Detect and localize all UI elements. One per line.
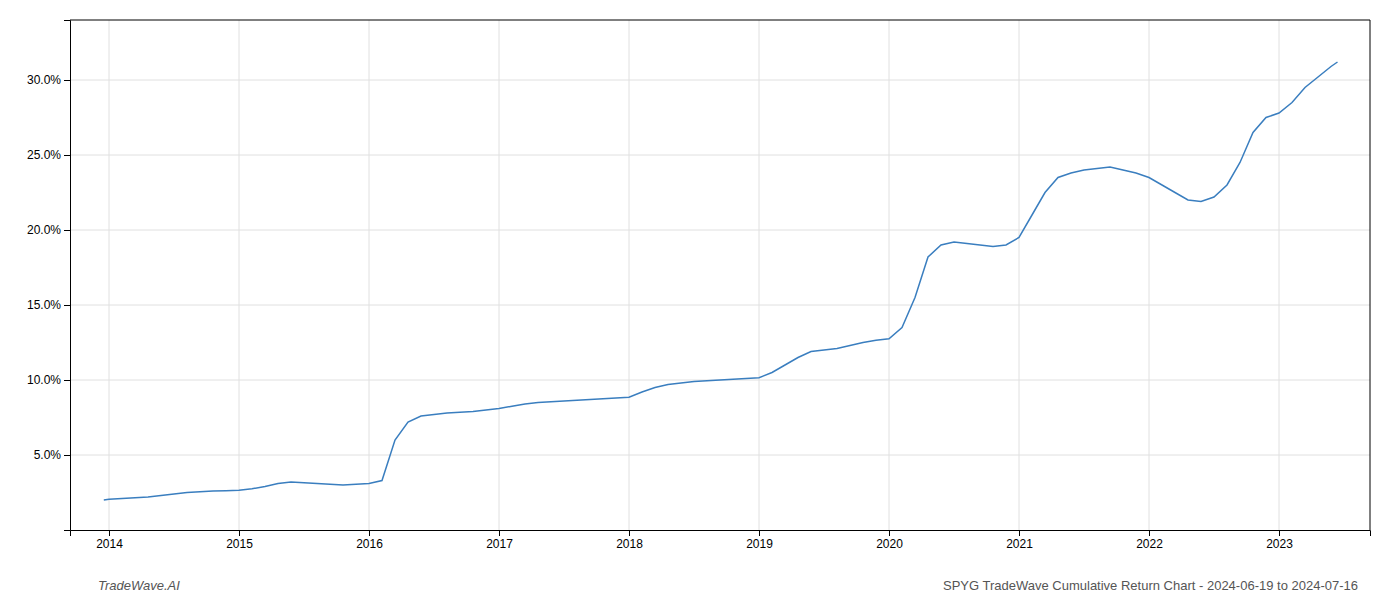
x-tick-label: 2019: [746, 537, 773, 551]
x-tick-mark: [239, 530, 240, 536]
grid-line-x: [369, 20, 370, 530]
x-tick: 2023: [1266, 530, 1293, 551]
watermark: TradeWave.AI: [98, 578, 180, 593]
x-tick: 2018: [616, 530, 643, 551]
frame-right: [1370, 20, 1371, 530]
plot-area: [104, 62, 1338, 500]
x-tick-mark: [1149, 530, 1150, 536]
grid-line-x: [1019, 20, 1020, 530]
x-tick-label: 2017: [486, 537, 513, 551]
y-axis: 5.0% 10.0% 15.0% 20.0% 25.0% 30.0%: [27, 21, 71, 531]
x-tick-label: 2022: [1136, 537, 1163, 551]
grid-line-y: [70, 455, 1370, 456]
y-tick-label: 15.0%: [27, 298, 61, 312]
y-tick-mark: [64, 305, 70, 306]
y-tick: 10.0%: [27, 373, 70, 387]
y-tick-mark: [64, 230, 70, 231]
grid-line-y: [70, 155, 1370, 156]
y-tick-label: 5.0%: [34, 448, 62, 462]
x-tick-label: 2016: [356, 537, 383, 551]
x-tick: 2020: [876, 530, 903, 551]
x-tick-label: 2014: [96, 537, 123, 551]
x-tick: 2021: [1006, 530, 1033, 551]
x-tick-label: 2023: [1266, 537, 1293, 551]
chart-title: SPYG TradeWave Cumulative Return Chart -…: [943, 578, 1358, 593]
grid-line-y: [70, 80, 1370, 81]
x-tick-label: 2021: [1006, 537, 1033, 551]
grid-line-x: [239, 20, 240, 530]
grid-line-x: [1149, 20, 1150, 530]
grid-line-x: [759, 20, 760, 530]
grid-line-x: [499, 20, 500, 530]
grid-line-x: [889, 20, 890, 530]
y-tick: 20.0%: [27, 223, 70, 237]
grid-line-x: [629, 20, 630, 530]
y-tick: 30.0%: [27, 73, 70, 87]
y-tick-label: 20.0%: [27, 223, 61, 237]
chart-container: 2014 2015 2016 2017 2018 2019 2020 2021 2022 2023…: [0, 0, 1400, 600]
x-tick-mark: [1019, 530, 1020, 536]
y-tick-mark: [64, 155, 70, 156]
x-tick-label: 2015: [226, 537, 253, 551]
grid-line-x: [109, 20, 110, 530]
y-axis-line: [64, 21, 71, 531]
grid-line-x: [1279, 20, 1280, 530]
x-tick-mark: [1279, 530, 1280, 536]
y-tick-label: 10.0%: [27, 373, 61, 387]
x-axis-line: [71, 531, 1371, 537]
x-tick-mark: [889, 530, 890, 536]
x-tick: 2016: [356, 530, 383, 551]
grid: [70, 20, 1370, 530]
y-tick-label: 25.0%: [27, 148, 61, 162]
frame-top: [70, 20, 1370, 21]
x-tick: 2014: [96, 530, 123, 551]
x-tick-mark: [109, 530, 110, 536]
x-tick-mark: [499, 530, 500, 536]
x-axis: 2014 2015 2016 2017 2018 2019 2020 2021 2022 2023: [71, 530, 1371, 551]
grid-line-y: [70, 305, 1370, 306]
x-tick: 2017: [486, 530, 513, 551]
x-tick-mark: [629, 530, 630, 536]
y-tick: 5.0%: [34, 448, 70, 462]
y-tick-mark: [64, 380, 70, 381]
x-tick-label: 2018: [616, 537, 643, 551]
plot-frame: [70, 20, 1370, 530]
y-tick-label: 30.0%: [27, 73, 61, 87]
y-tick-mark: [64, 80, 70, 81]
x-tick: 2022: [1136, 530, 1163, 551]
x-tick-mark: [759, 530, 760, 536]
grid-line-y: [70, 230, 1370, 231]
y-tick-mark: [64, 455, 70, 456]
chart-svg: 2014 2015 2016 2017 2018 2019 2020 2021 2022 2023…: [0, 0, 1400, 600]
data-line: [104, 62, 1338, 500]
y-tick: 25.0%: [27, 148, 70, 162]
x-tick-label: 2020: [876, 537, 903, 551]
y-tick: 15.0%: [27, 298, 70, 312]
x-tick: 2015: [226, 530, 253, 551]
x-tick-mark: [369, 530, 370, 536]
x-tick: 2019: [746, 530, 773, 551]
